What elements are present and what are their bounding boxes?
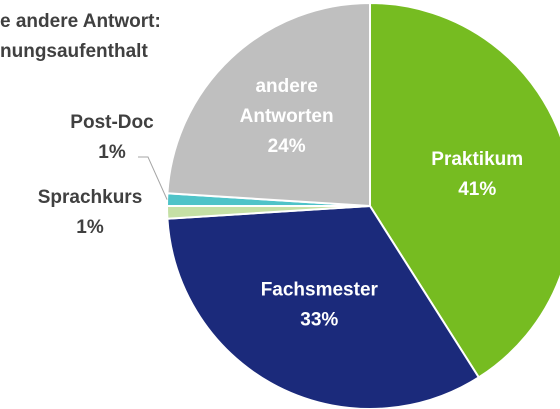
value-label: 24%: [268, 136, 306, 157]
value-label: 33%: [300, 309, 338, 330]
pie-slice: [166, 204, 481, 409]
pie-slice: [369, 1, 560, 379]
slice-label: Post-Doc: [70, 112, 154, 133]
pie-slice: [166, 1, 371, 208]
leader-line: [138, 156, 168, 200]
slice-label: Sprachkurs: [38, 187, 143, 208]
value-label: 41%: [458, 179, 496, 200]
value-label: 1%: [76, 217, 104, 238]
slice-label: andere Antworten: [240, 76, 334, 127]
annotation: e andere Antwort:: [0, 11, 161, 32]
value-label: 1%: [98, 142, 126, 163]
slice-label: Praktikum: [431, 149, 523, 170]
annotation: nungsaufenthalt: [0, 41, 148, 62]
slice-label: Fachsmester: [261, 279, 379, 300]
